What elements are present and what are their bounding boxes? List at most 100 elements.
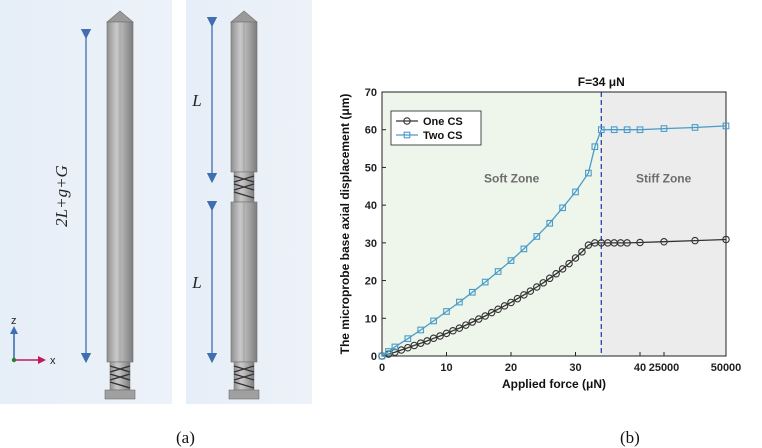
- x-tick-label: 25000: [649, 362, 680, 374]
- data-point-circle: [468, 318, 477, 326]
- data-point-square: [391, 343, 399, 351]
- y-axis-label: The microprobe base axial displacement (…: [338, 94, 352, 355]
- dimension-label-total: 2L+g+G: [52, 165, 71, 227]
- dimension-label-lower: L: [191, 273, 201, 292]
- y-tick-label: 30: [365, 238, 377, 250]
- caption-b: (b): [620, 428, 640, 447]
- stiff-zone-band: [601, 92, 726, 356]
- data-point-circle: [552, 270, 560, 278]
- y-tick-label: 10: [365, 313, 377, 325]
- legend-label: Two CS: [423, 130, 463, 142]
- data-point-square: [572, 188, 579, 196]
- microprobe-diagram: 2L+g+G L L z x: [0, 0, 312, 404]
- data-point-circle: [520, 291, 528, 299]
- data-point-square: [404, 335, 412, 343]
- data-point-circle: [429, 334, 438, 343]
- data-point-square: [636, 126, 644, 134]
- legend-marker: [403, 131, 411, 139]
- data-point-circle: [442, 329, 451, 338]
- data-point-circle: [449, 326, 457, 335]
- data-point-circle: [565, 259, 573, 268]
- data-point-circle: [691, 236, 699, 245]
- data-point-square: [456, 298, 463, 306]
- data-point-circle: [487, 308, 496, 317]
- data-point-square: [623, 126, 631, 134]
- data-point-square: [378, 352, 386, 360]
- chart-title: F=34 μN: [578, 75, 625, 89]
- data-point-square: [520, 245, 528, 253]
- series-line-1: [381, 238, 727, 357]
- data-point-circle: [722, 235, 730, 244]
- dimension-label-upper: L: [191, 91, 201, 110]
- data-point-square: [559, 204, 566, 212]
- x-tick-label: 50000: [711, 362, 742, 374]
- x-tick-label: 40: [634, 362, 646, 374]
- legend-box: [390, 110, 482, 146]
- y-tick-label: 0: [371, 351, 377, 363]
- data-point-square: [417, 326, 425, 334]
- y-tick-label: 40: [365, 200, 377, 212]
- data-point-square: [691, 124, 699, 131]
- legend-label: One CS: [423, 116, 463, 128]
- data-point-square: [443, 308, 450, 315]
- data-point-circle: [660, 237, 668, 246]
- data-point-circle: [455, 324, 464, 332]
- x-tick-label: 30: [569, 362, 581, 374]
- data-point-circle: [500, 302, 509, 310]
- data-point-circle: [578, 248, 586, 256]
- x-tick-label: 10: [440, 362, 452, 374]
- data-point-circle: [571, 254, 580, 262]
- data-point-circle: [584, 241, 593, 249]
- data-point-square: [494, 268, 502, 275]
- data-point-circle: [507, 298, 515, 307]
- probe-one-cs: [104, 10, 136, 400]
- legend-marker: [403, 117, 411, 125]
- data-point-circle: [526, 287, 535, 295]
- data-point-square: [430, 317, 437, 325]
- soft-zone-label: Soft Zone: [484, 172, 540, 186]
- data-point-circle: [623, 239, 631, 247]
- data-point-square: [591, 143, 599, 151]
- data-point-circle: [436, 332, 444, 340]
- caption-a: (a): [176, 428, 195, 447]
- data-point-circle: [481, 312, 489, 320]
- x-tick-label: 0: [379, 362, 385, 374]
- data-point-circle: [636, 238, 644, 247]
- x-axis-label: Applied force (μN): [502, 377, 606, 391]
- data-point-square: [610, 126, 618, 134]
- data-point-square: [533, 233, 541, 240]
- data-point-circle: [533, 283, 541, 291]
- y-tick-label: 50: [365, 162, 377, 174]
- data-point-circle: [558, 265, 567, 273]
- axis-triad: z x: [10, 315, 56, 367]
- data-point-circle: [539, 279, 548, 287]
- data-point-circle: [462, 321, 470, 329]
- axis-label-x: x: [50, 355, 56, 367]
- data-point-circle: [475, 315, 483, 323]
- data-point-circle: [410, 341, 419, 350]
- data-point-square: [722, 122, 730, 130]
- y-tick-label: 20: [365, 276, 377, 288]
- plot-frame: [381, 91, 727, 357]
- data-point-circle: [404, 343, 412, 352]
- data-point-square: [546, 219, 554, 227]
- series-line-2: [381, 125, 727, 357]
- data-point-square: [585, 169, 592, 177]
- data-point-square: [660, 125, 668, 132]
- y-tick-label: 70: [365, 87, 377, 99]
- data-point-square: [507, 257, 515, 264]
- data-point-circle: [416, 339, 425, 347]
- data-point-square: [481, 278, 489, 286]
- x-tick-label: 20: [505, 362, 517, 374]
- y-tick-label: 60: [365, 125, 377, 137]
- data-point-circle: [494, 305, 502, 313]
- data-point-circle: [513, 294, 522, 303]
- data-point-square: [468, 288, 476, 296]
- data-point-circle: [545, 274, 554, 283]
- stiff-zone-label: Stiff Zone: [636, 172, 692, 186]
- axis-label-z: z: [11, 315, 17, 327]
- data-point-square: [385, 348, 392, 355]
- data-point-circle: [423, 337, 431, 345]
- data-point-square: [597, 126, 605, 134]
